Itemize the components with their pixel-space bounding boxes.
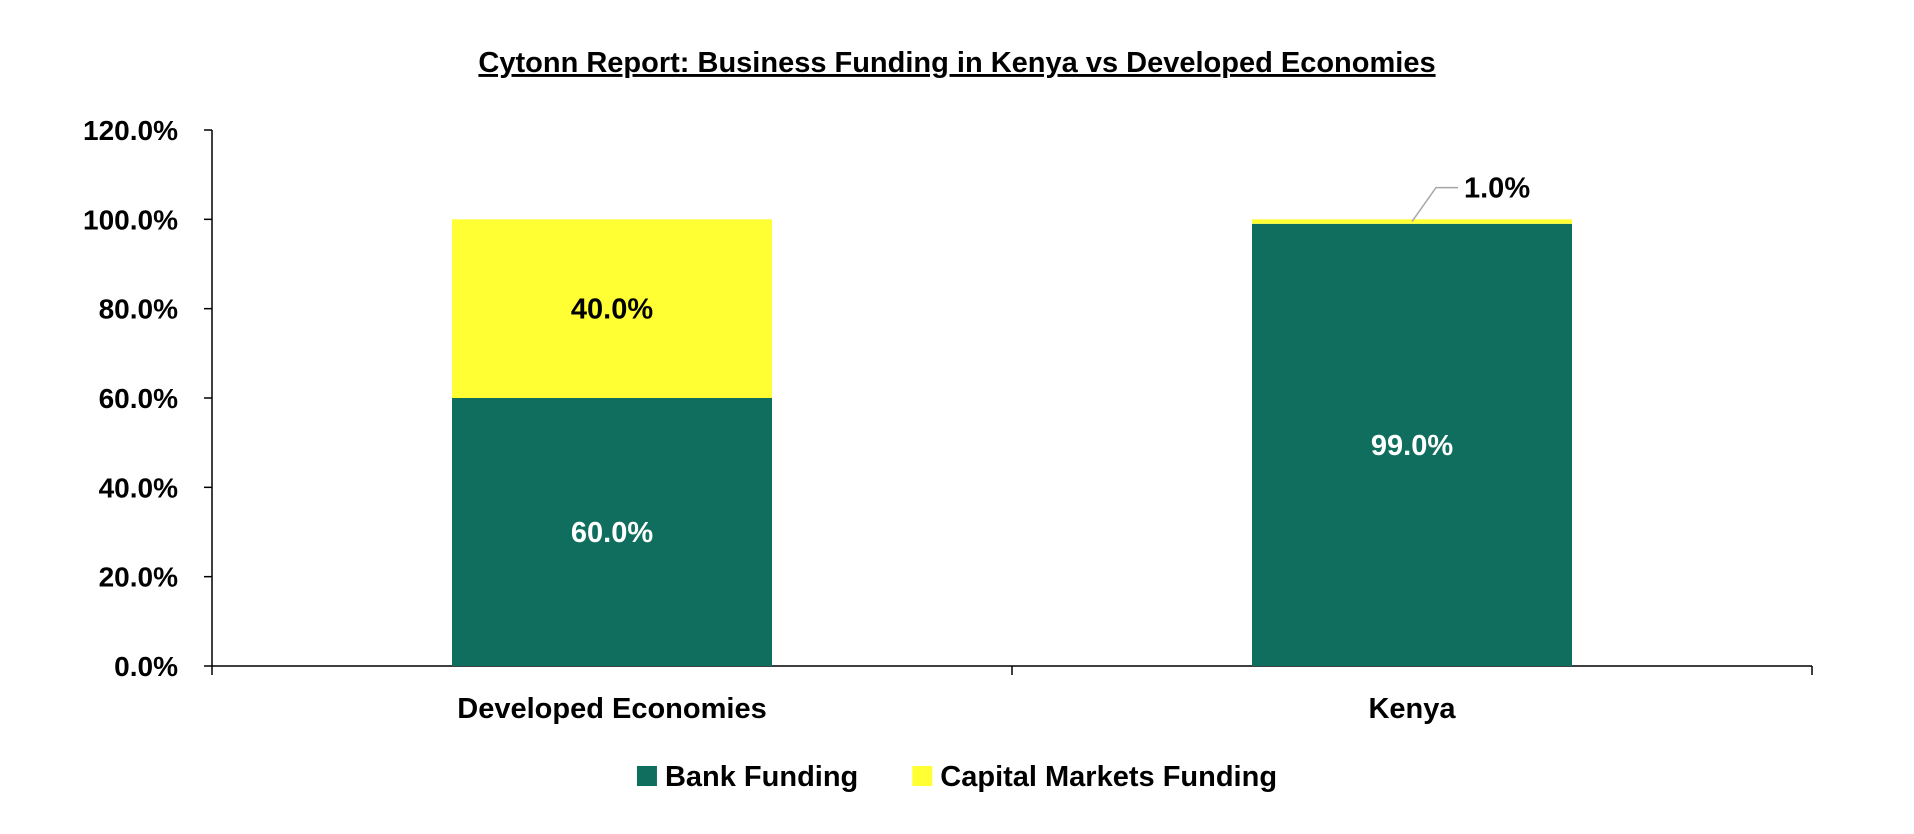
legend-label: Capital Markets Funding xyxy=(940,761,1277,793)
y-tick-label: 80.0% xyxy=(99,294,178,325)
x-category-label: Developed Economies xyxy=(457,693,766,725)
data-label: 99.0% xyxy=(1371,430,1453,462)
bars xyxy=(452,219,1572,667)
bar-segment xyxy=(1252,223,1572,667)
data-label: 40.0% xyxy=(571,294,653,326)
data-label-leader xyxy=(1411,186,1458,222)
y-tick-label: 40.0% xyxy=(99,472,178,503)
chart-title: Cytonn Report: Business Funding in Kenya… xyxy=(478,47,1435,79)
bar-segment xyxy=(452,219,772,398)
y-tick-label: 0.0% xyxy=(114,651,178,682)
x-axis: Developed Economies Kenya xyxy=(211,665,1813,725)
y-tick-label: 120.0% xyxy=(83,115,178,146)
y-tick-label: 20.0% xyxy=(99,562,178,593)
legend-label: Bank Funding xyxy=(665,761,858,793)
x-category-label: Kenya xyxy=(1368,693,1456,725)
y-tick-label: 60.0% xyxy=(99,383,178,414)
bar-segment xyxy=(452,398,772,666)
data-label: 60.0% xyxy=(571,517,653,549)
legend-swatch xyxy=(636,766,657,786)
y-axis: 0.0% 20.0% 40.0% 60.0% 80.0% 100.0% 120.0% xyxy=(83,115,213,682)
data-label: 1.0% xyxy=(1464,173,1530,205)
data-labels: 60.0% 40.0% 99.0% 1.0% xyxy=(571,173,1530,549)
legend-swatch xyxy=(912,766,933,786)
legend: Bank Funding Capital Markets Funding xyxy=(636,761,1277,793)
y-tick-label: 100.0% xyxy=(83,204,178,235)
